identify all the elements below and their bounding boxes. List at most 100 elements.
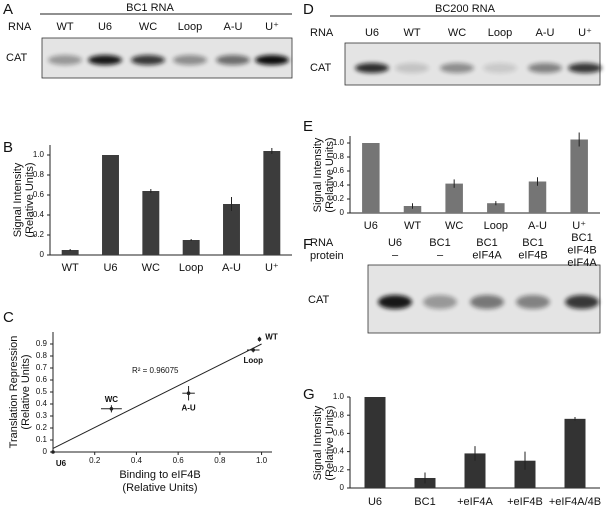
y-tick-label: 0.8 <box>333 410 345 419</box>
y-tick-label: 0.6 <box>333 429 345 438</box>
x-tick-label: 0.4 <box>131 456 143 465</box>
y-axis-label: Signal Intensity <box>12 162 24 237</box>
gel-band <box>470 295 504 309</box>
gel-band <box>48 55 82 65</box>
lane-label: – <box>392 249 399 261</box>
gel-image <box>344 42 601 86</box>
y-tick-label: 0 <box>43 447 48 456</box>
panel-letter: E <box>303 118 313 135</box>
y-tick-label: 0.4 <box>333 447 345 456</box>
gel-image <box>41 37 293 79</box>
lane-label: U6 <box>365 27 379 39</box>
y-axis-label: (Relative Units) <box>324 405 336 480</box>
lane-label: A-U <box>224 21 243 33</box>
bar <box>570 139 588 213</box>
y-tick-label: 0.2 <box>36 423 48 432</box>
bar <box>445 183 463 213</box>
x-tick-label: +eIF4B <box>507 496 543 508</box>
y-tick-label: 0.8 <box>333 152 345 161</box>
x-tick-label: A-U <box>222 262 241 274</box>
y-tick-label: 0.5 <box>36 387 48 396</box>
lane-label: BC1 <box>571 232 592 244</box>
panel-letter: A <box>3 1 13 18</box>
y-tick-label: 0.7 <box>36 363 48 372</box>
bar <box>487 203 505 213</box>
lane-label: WC <box>139 21 157 33</box>
point <box>51 450 55 454</box>
gel-band <box>565 295 599 309</box>
bar <box>61 250 79 255</box>
point <box>257 337 262 342</box>
lane-label: – <box>437 249 444 261</box>
panel-letter: C <box>3 309 14 326</box>
lane-label: U6 <box>388 237 402 249</box>
bar <box>362 143 380 213</box>
bar <box>182 240 200 255</box>
row-label: RNA <box>8 21 32 33</box>
x-tick-label: WC <box>142 262 160 274</box>
gel-band <box>88 55 122 65</box>
y-axis-label: (Relative Units) <box>324 137 336 212</box>
y-axis-label: Signal Intensity <box>312 405 324 480</box>
gel-band <box>255 55 289 65</box>
gel-band <box>423 295 457 309</box>
lane-label: eIF4A <box>567 257 597 269</box>
y-axis-label: Translation Repression <box>8 336 20 449</box>
y-tick-label: 0.3 <box>36 411 48 420</box>
bar <box>364 397 386 488</box>
x-tick-label: WT <box>404 220 421 232</box>
x-tick-label: +eIF4A <box>457 496 493 508</box>
gel-title: BC1 RNA <box>126 2 174 14</box>
x-tick-label: 0.6 <box>173 456 185 465</box>
gel-band <box>216 55 250 65</box>
lane-label: Loop <box>488 27 512 39</box>
lane-label: U6 <box>98 21 112 33</box>
panel-letter: G <box>303 386 315 403</box>
bar <box>528 181 547 213</box>
y-tick-label: 1.0 <box>333 392 345 401</box>
y-tick-label: 0.1 <box>36 435 48 444</box>
point-label: U6 <box>56 459 67 468</box>
point-label: WC <box>105 395 119 404</box>
gel-band <box>568 63 602 73</box>
gel-band <box>528 63 562 73</box>
bar <box>223 204 240 255</box>
y-axis-label: (Relative Units) <box>24 162 36 237</box>
x-tick-label: U⁺ <box>265 262 279 274</box>
y-tick-label: 0.6 <box>36 375 48 384</box>
gel-band <box>355 63 389 73</box>
point-label: A-U <box>181 403 195 412</box>
point-label: Loop <box>243 356 263 365</box>
y-tick-label: 0.8 <box>36 351 48 360</box>
lane-label: BC1 <box>522 237 543 249</box>
panel-letter: F <box>303 236 312 253</box>
row-label: RNA <box>310 237 334 249</box>
point <box>186 391 191 396</box>
annotation: R² = 0.96075 <box>132 366 179 375</box>
x-tick-label: BC1 <box>414 496 435 508</box>
y-tick-label: 1.0 <box>33 150 45 159</box>
bar <box>564 418 586 488</box>
x-tick-label: U⁺ <box>572 220 586 232</box>
y-axis-label: (Relative Units) <box>20 354 32 429</box>
x-tick-label: 0.8 <box>214 456 226 465</box>
lane-label: eIF4B <box>567 244 596 256</box>
band-label: CAT <box>6 52 27 64</box>
band-label: CAT <box>308 294 329 306</box>
lane-label: WC <box>448 27 466 39</box>
lane-label: WT <box>403 27 420 39</box>
y-tick-label: 0.6 <box>333 166 345 175</box>
bar <box>142 191 160 255</box>
point <box>251 348 256 352</box>
x-tick-label: A-U <box>528 220 547 232</box>
x-tick-label: U6 <box>103 262 117 274</box>
row-label: RNA <box>310 27 334 39</box>
panel-letter: D <box>303 1 314 18</box>
y-tick-label: 0 <box>340 208 345 217</box>
lane-label: eIF4B <box>518 249 547 261</box>
bar <box>464 453 486 488</box>
gel-band <box>173 55 207 65</box>
gel-band <box>440 63 474 73</box>
x-axis-label: (Relative Units) <box>122 482 197 494</box>
panel-letter: B <box>3 139 13 156</box>
